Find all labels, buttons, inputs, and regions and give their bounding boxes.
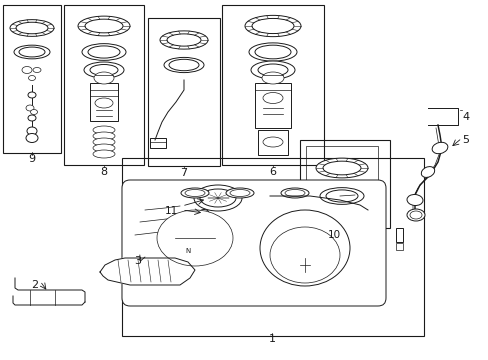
Ellipse shape xyxy=(93,138,115,146)
Ellipse shape xyxy=(406,194,422,206)
Bar xyxy=(395,228,402,242)
Text: 7: 7 xyxy=(180,168,187,178)
Text: 11: 11 xyxy=(164,206,178,216)
Ellipse shape xyxy=(169,59,199,71)
Ellipse shape xyxy=(250,61,294,79)
Ellipse shape xyxy=(28,115,36,121)
Ellipse shape xyxy=(157,210,232,266)
Ellipse shape xyxy=(251,18,293,33)
Ellipse shape xyxy=(199,210,208,216)
Ellipse shape xyxy=(421,167,434,177)
Ellipse shape xyxy=(260,210,349,286)
Ellipse shape xyxy=(325,190,357,202)
Text: 9: 9 xyxy=(28,154,36,164)
Bar xyxy=(305,146,377,222)
Ellipse shape xyxy=(225,188,253,198)
Ellipse shape xyxy=(254,45,290,59)
Ellipse shape xyxy=(194,185,242,211)
Ellipse shape xyxy=(85,19,123,33)
Text: 3: 3 xyxy=(134,256,141,266)
Ellipse shape xyxy=(90,64,118,76)
Ellipse shape xyxy=(181,188,208,198)
Ellipse shape xyxy=(315,158,367,178)
Ellipse shape xyxy=(78,16,130,36)
Ellipse shape xyxy=(269,227,339,283)
Ellipse shape xyxy=(160,31,207,49)
Ellipse shape xyxy=(28,76,36,81)
Ellipse shape xyxy=(10,20,54,36)
Bar xyxy=(148,18,220,166)
FancyBboxPatch shape xyxy=(122,180,385,306)
Ellipse shape xyxy=(30,109,38,114)
Bar xyxy=(64,5,143,165)
Bar xyxy=(254,83,290,128)
Ellipse shape xyxy=(199,220,208,228)
Bar xyxy=(395,243,402,250)
Ellipse shape xyxy=(184,189,204,197)
Text: 2: 2 xyxy=(31,280,39,290)
Ellipse shape xyxy=(406,209,424,221)
Polygon shape xyxy=(100,258,195,285)
Ellipse shape xyxy=(19,47,45,57)
Bar xyxy=(3,5,61,153)
Ellipse shape xyxy=(16,22,48,34)
Text: N: N xyxy=(185,248,190,254)
Ellipse shape xyxy=(88,46,120,58)
Ellipse shape xyxy=(33,68,41,72)
Ellipse shape xyxy=(93,132,115,140)
Ellipse shape xyxy=(82,44,126,60)
Ellipse shape xyxy=(84,62,124,78)
Ellipse shape xyxy=(28,92,36,98)
Ellipse shape xyxy=(22,67,32,73)
Ellipse shape xyxy=(93,150,115,158)
Bar xyxy=(222,5,324,165)
Bar xyxy=(150,138,165,148)
Ellipse shape xyxy=(94,72,114,84)
Ellipse shape xyxy=(27,127,37,135)
Ellipse shape xyxy=(409,211,421,219)
Text: 10: 10 xyxy=(327,230,340,240)
Ellipse shape xyxy=(263,137,283,147)
Ellipse shape xyxy=(163,57,203,73)
Ellipse shape xyxy=(263,93,283,104)
Ellipse shape xyxy=(319,188,363,204)
Ellipse shape xyxy=(285,189,305,197)
Ellipse shape xyxy=(323,161,360,175)
Bar xyxy=(299,140,389,228)
Ellipse shape xyxy=(95,98,113,108)
Ellipse shape xyxy=(244,15,301,37)
Ellipse shape xyxy=(431,142,447,154)
Ellipse shape xyxy=(281,188,308,198)
Text: 1: 1 xyxy=(268,334,275,344)
Ellipse shape xyxy=(26,105,34,111)
Ellipse shape xyxy=(258,64,287,76)
Text: 5: 5 xyxy=(461,135,468,145)
Ellipse shape xyxy=(14,45,50,59)
Text: 6: 6 xyxy=(269,167,276,177)
Bar xyxy=(90,83,118,121)
Bar xyxy=(258,130,287,155)
Ellipse shape xyxy=(93,126,115,134)
Ellipse shape xyxy=(167,34,201,46)
Ellipse shape xyxy=(229,189,249,197)
Text: 8: 8 xyxy=(100,167,107,177)
Bar xyxy=(122,158,423,336)
Ellipse shape xyxy=(248,43,296,61)
Ellipse shape xyxy=(93,144,115,152)
Text: 4: 4 xyxy=(461,112,468,122)
Ellipse shape xyxy=(26,134,38,143)
Ellipse shape xyxy=(262,72,284,84)
Ellipse shape xyxy=(200,189,236,207)
